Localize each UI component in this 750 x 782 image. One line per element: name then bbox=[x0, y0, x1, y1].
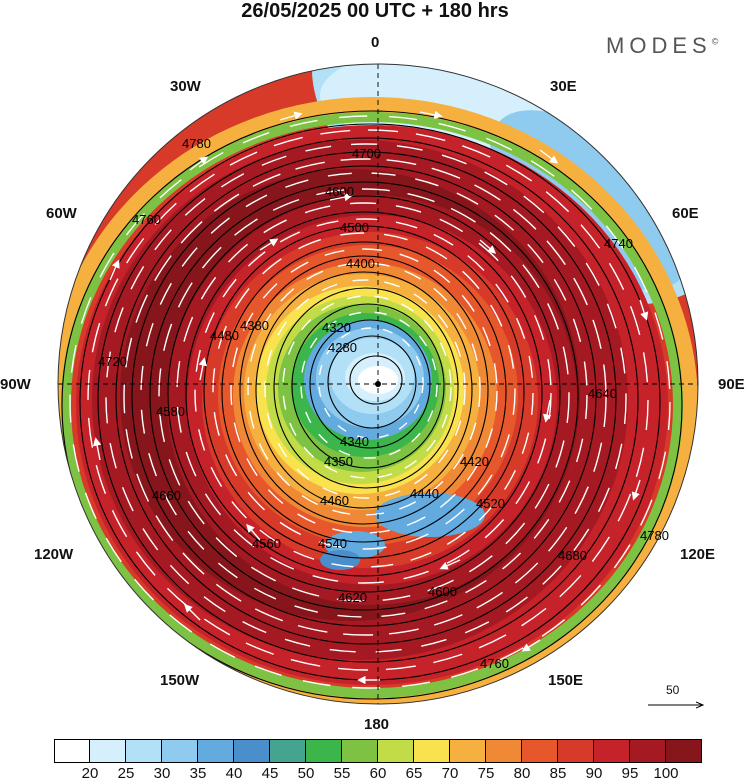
contour-label: 4400 bbox=[346, 256, 375, 271]
colorbar-tick-label: 95 bbox=[621, 765, 639, 782]
colorbar-tick-label: 90 bbox=[585, 765, 603, 782]
lon-label-90e: 90E bbox=[718, 376, 745, 393]
contour-label: 4540 bbox=[318, 536, 347, 551]
contour-label: 4320 bbox=[322, 320, 351, 335]
contour-label: 4660 bbox=[152, 488, 181, 503]
lon-label-30w: 30W bbox=[170, 78, 201, 95]
lon-label-120w: 120W bbox=[34, 546, 74, 563]
lon-label-180: 180 bbox=[364, 716, 390, 733]
contour-label: 4600 bbox=[428, 584, 457, 599]
map-title: 26/05/2025 00 UTC + 180 hrs bbox=[241, 0, 509, 22]
contour-label: 4560 bbox=[252, 536, 281, 551]
lon-label-150w: 150W bbox=[160, 672, 200, 689]
colorbar-tick-label: 30 bbox=[153, 765, 171, 782]
contour-label: 4620 bbox=[338, 590, 367, 605]
colorbar-tick-label: 85 bbox=[549, 765, 567, 782]
colorbar-swatch bbox=[594, 739, 630, 763]
colorbar-tick-label: 70 bbox=[441, 765, 459, 782]
contour-label: 4720 bbox=[98, 354, 127, 369]
colorbar-swatch bbox=[306, 739, 342, 763]
contour-label: 4520 bbox=[476, 496, 505, 511]
lon-label-30e: 30E bbox=[550, 78, 577, 95]
colorbar-swatch bbox=[630, 739, 666, 763]
colorbar-swatch bbox=[54, 739, 90, 763]
colorbar-swatch bbox=[270, 739, 306, 763]
contour-label: 4380 bbox=[240, 318, 269, 333]
colorbar-swatch bbox=[234, 739, 270, 763]
lon-label-90w: 90W bbox=[0, 376, 31, 393]
map-boundary bbox=[57, 63, 699, 705]
colorbar-tick-label: 20 bbox=[81, 765, 99, 782]
colorbar-swatch bbox=[198, 739, 234, 763]
lon-label-150e: 150E bbox=[548, 672, 584, 689]
colorbar-tick-label: 55 bbox=[333, 765, 351, 782]
colorbar-tick-label: 45 bbox=[261, 765, 279, 782]
reference-vector-label: 50 bbox=[666, 683, 680, 697]
contour-label: 4460 bbox=[320, 493, 349, 508]
contour-label-group: 4780 4760 4740 4720 4700 4660 4640 4620 … bbox=[98, 136, 669, 671]
contour-label: 4420 bbox=[460, 454, 489, 469]
colorbar-tick-label: 35 bbox=[189, 765, 207, 782]
contour-label: 4600 bbox=[325, 184, 354, 199]
contour-label: 4640 bbox=[588, 386, 617, 401]
colorbar-tick-label: 60 bbox=[369, 765, 387, 782]
colorbar-tick-label: 50 bbox=[297, 765, 315, 782]
lon-label-120e: 120E bbox=[680, 546, 716, 563]
colorbar-swatch bbox=[126, 739, 162, 763]
colorbar-swatch bbox=[450, 739, 486, 763]
colorbar-swatch bbox=[558, 739, 594, 763]
colorbar-swatch bbox=[522, 739, 558, 763]
contour-label: 4700 bbox=[352, 146, 381, 161]
colorbar-tick-label: 25 bbox=[117, 765, 135, 782]
colorbar-frame bbox=[54, 739, 702, 763]
contour-label: 4760 bbox=[132, 212, 161, 227]
contour-label: 4680 bbox=[558, 548, 587, 563]
colorbar-tick-label: 75 bbox=[477, 765, 495, 782]
lon-label-60w: 60W bbox=[46, 205, 77, 222]
colorbar-swatch bbox=[342, 739, 378, 763]
brand-logo: MODES© bbox=[606, 33, 719, 58]
colorbar-swatch bbox=[90, 739, 126, 763]
geopotential-contours bbox=[61, 110, 683, 700]
contour-label: 4350 bbox=[324, 454, 353, 469]
colorbar-tick-label: 80 bbox=[513, 765, 531, 782]
colorbar-tick-label: 65 bbox=[405, 765, 423, 782]
wind-streamlines bbox=[69, 115, 671, 689]
contour-label: 4500 bbox=[340, 220, 369, 235]
contour-label: 4580 bbox=[156, 404, 185, 419]
colorbar-tick-label: 40 bbox=[225, 765, 243, 782]
colorbar-swatch bbox=[414, 739, 450, 763]
streamline-arrowheads bbox=[92, 110, 649, 685]
colorbar-swatch bbox=[486, 739, 522, 763]
contour-label: 4740 bbox=[604, 236, 633, 251]
contour-label: 4760 bbox=[480, 656, 509, 671]
lon-label-60e: 60E bbox=[672, 205, 699, 222]
contour-label: 4480 bbox=[210, 328, 239, 343]
contour-label: 4340 bbox=[340, 434, 369, 449]
contour-label: 4780 bbox=[182, 136, 211, 151]
pole-marker bbox=[375, 381, 381, 387]
contour-label: 4280 bbox=[328, 340, 357, 355]
colorbar-swatch bbox=[666, 739, 702, 763]
colorbar-swatch bbox=[378, 739, 414, 763]
contour-label: 4780 bbox=[640, 528, 669, 543]
wind-speed-field bbox=[58, 64, 698, 704]
colorbar-tick-label: 100 bbox=[653, 765, 679, 782]
lon-label-0: 0 bbox=[371, 34, 380, 51]
colorbar-swatch bbox=[162, 739, 198, 763]
contour-label: 4440 bbox=[410, 486, 439, 501]
